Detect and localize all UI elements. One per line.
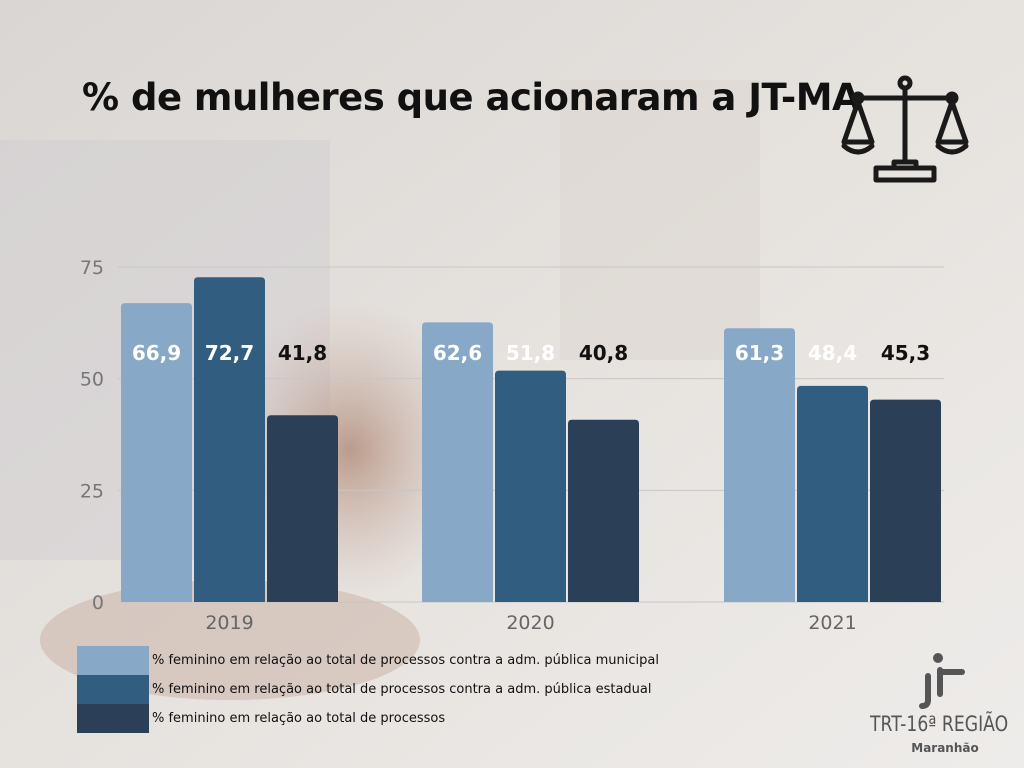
data-label: 48,4 (808, 341, 857, 365)
y-tick-label: 75 (80, 257, 104, 279)
legend-swatch (77, 646, 149, 675)
legend-label: % feminino em relação ao total de proces… (152, 682, 652, 697)
bar (422, 322, 493, 602)
chart-title: % de mulheres que acionaram a JT-MA (82, 76, 861, 119)
logo-subtitle: Maranhão (911, 741, 979, 755)
x-tick-label: 2021 (808, 612, 856, 634)
data-label: 51,8 (506, 341, 555, 365)
data-label: 62,6 (433, 341, 482, 365)
legend-label: % feminino em relação ao total de proces… (152, 711, 446, 726)
data-label: 41,8 (278, 341, 327, 365)
bar (568, 419, 639, 602)
y-tick-label: 50 (80, 369, 104, 391)
bar (797, 385, 868, 602)
x-tick-label: 2020 (506, 612, 554, 634)
data-label: 45,3 (881, 341, 930, 365)
data-label: 61,3 (735, 341, 784, 365)
trt-logo-icon (919, 653, 965, 709)
bar (724, 328, 795, 602)
y-tick-label: 25 (80, 480, 104, 502)
data-label: 72,7 (205, 341, 254, 365)
bar (121, 303, 192, 602)
bar (495, 370, 566, 602)
bar (870, 399, 941, 602)
bar (194, 277, 265, 602)
bar (267, 415, 338, 602)
logo-name: TRT-16ª REGIÃO (870, 712, 1009, 736)
y-tick-label: 0 (92, 592, 104, 614)
data-label: 66,9 (132, 341, 181, 365)
legend-swatch (77, 675, 149, 704)
x-tick-label: 2019 (205, 612, 253, 634)
legend-label: % feminino em relação ao total de proces… (152, 653, 659, 668)
scales-of-justice-icon (841, 75, 969, 183)
legend-swatch (77, 704, 149, 733)
data-label: 40,8 (579, 341, 628, 365)
